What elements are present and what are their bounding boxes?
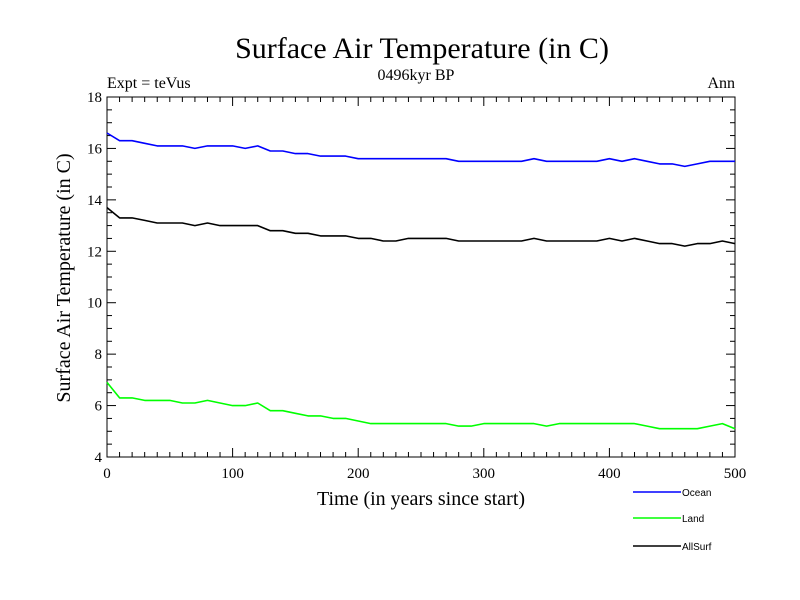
x-tick-label: 300 [473,466,496,482]
y-tick-label: 6 [95,399,103,415]
chart-title: Surface Air Temperature (in C) [235,32,609,65]
series-line-land [106,381,736,430]
season-label: Ann [707,75,735,92]
series-line-ocean [106,132,735,168]
x-axis-label: Time (in years since start) [317,488,525,510]
legend-label-ocean: Ocean [682,488,711,499]
x-tick-label: 400 [598,466,621,482]
y-tick-label: 18 [87,90,102,106]
x-tick-label: 100 [221,466,244,482]
y-tick-label: 14 [87,193,103,209]
y-tick-label: 16 [87,141,103,157]
x-tick-label: 500 [724,466,747,482]
y-tick-label: 8 [95,347,103,363]
series-line-allsurf [106,206,736,247]
x-tick-label: 0 [103,466,111,482]
experiment-label: Expt = teVus [107,75,191,92]
y-tick-label: 4 [95,450,103,466]
x-tick-label: 200 [347,466,370,482]
legend-label-land: Land [682,514,704,525]
plot-frame [106,96,736,458]
y-tick-label: 12 [87,244,102,260]
legend-label-allsurf: AllSurf [682,542,712,553]
chart-subtitle: 0496kyr BP [378,67,455,84]
y-axis-label: Surface Air Temperature (in C) [53,153,75,402]
y-tick-label: 10 [87,296,102,312]
